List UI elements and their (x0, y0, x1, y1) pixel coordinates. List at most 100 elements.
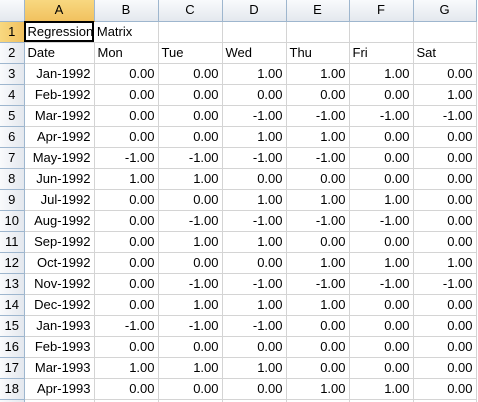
value-cell[interactable]: 1.00 (222, 294, 287, 316)
value-cell[interactable]: 1.00 (158, 168, 223, 190)
value-cell[interactable]: 0.00 (413, 210, 477, 232)
value-cell[interactable]: -1.00 (349, 105, 414, 127)
value-cell[interactable]: -1.00 (413, 105, 477, 127)
value-cell[interactable]: 0.00 (222, 336, 287, 358)
column-header-e[interactable]: E (286, 0, 350, 22)
value-cell[interactable]: 0.00 (349, 126, 414, 148)
row-header[interactable]: 13 (0, 273, 25, 295)
row-header[interactable]: 11 (0, 231, 25, 253)
value-cell[interactable]: 1.00 (349, 252, 414, 274)
value-cell[interactable]: 0.00 (94, 231, 159, 253)
cell-e1[interactable] (286, 21, 350, 43)
value-cell[interactable]: 0.00 (158, 189, 223, 211)
column-header-c[interactable]: C (158, 0, 223, 22)
row-header[interactable]: 3 (0, 63, 25, 85)
row-header[interactable]: 6 (0, 126, 25, 148)
date-cell[interactable]: Apr-1992 (24, 126, 95, 148)
value-cell[interactable]: 0.00 (158, 336, 223, 358)
value-cell[interactable]: -1.00 (158, 273, 223, 295)
row-header[interactable]: 10 (0, 210, 25, 232)
value-cell[interactable]: -1.00 (222, 273, 287, 295)
column-header-d[interactable]: D (222, 0, 287, 22)
value-cell[interactable]: 1.00 (286, 63, 350, 85)
value-cell[interactable]: -1.00 (349, 273, 414, 295)
value-cell[interactable]: 0.00 (349, 315, 414, 337)
date-cell[interactable]: Mar-1992 (24, 105, 95, 127)
value-cell[interactable]: 1.00 (349, 378, 414, 400)
date-cell[interactable]: Oct-1992 (24, 252, 95, 274)
value-cell[interactable]: 0.00 (158, 84, 223, 106)
value-cell[interactable]: 0.00 (94, 336, 159, 358)
value-cell[interactable]: 0.00 (349, 294, 414, 316)
value-cell[interactable]: 0.00 (413, 189, 477, 211)
value-cell[interactable]: 1.00 (413, 84, 477, 106)
select-all-corner[interactable] (0, 0, 25, 22)
value-cell[interactable]: 0.00 (94, 378, 159, 400)
cell-a1-title[interactable]: Regression Matrix (24, 21, 132, 43)
value-cell[interactable]: 0.00 (286, 357, 350, 379)
date-cell[interactable]: Jan-1992 (24, 63, 95, 85)
value-cell[interactable]: 0.00 (413, 231, 477, 253)
value-cell[interactable]: 0.00 (94, 273, 159, 295)
value-cell[interactable]: -1.00 (94, 147, 159, 169)
value-cell[interactable]: 0.00 (222, 252, 287, 274)
date-cell[interactable]: Nov-1992 (24, 273, 95, 295)
cell-c1[interactable] (158, 21, 223, 43)
row-header[interactable]: 5 (0, 105, 25, 127)
value-cell[interactable]: 0.00 (349, 336, 414, 358)
value-cell[interactable]: -1.00 (94, 315, 159, 337)
value-cell[interactable]: -1.00 (222, 210, 287, 232)
column-header-b[interactable]: B (94, 0, 159, 22)
date-cell[interactable]: Dec-1992 (24, 294, 95, 316)
header-cell-sat[interactable]: Sat (413, 42, 477, 64)
value-cell[interactable]: 0.00 (158, 252, 223, 274)
value-cell[interactable]: 0.00 (158, 126, 223, 148)
value-cell[interactable]: -1.00 (286, 210, 350, 232)
row-header[interactable]: 4 (0, 84, 25, 106)
value-cell[interactable]: 0.00 (286, 84, 350, 106)
value-cell[interactable]: 0.00 (413, 63, 477, 85)
row-header[interactable]: 12 (0, 252, 25, 274)
row-header-2[interactable]: 2 (0, 42, 25, 64)
value-cell[interactable]: 1.00 (349, 189, 414, 211)
value-cell[interactable]: 0.00 (94, 210, 159, 232)
row-header[interactable]: 18 (0, 378, 25, 400)
value-cell[interactable]: 1.00 (222, 126, 287, 148)
row-header[interactable]: 8 (0, 168, 25, 190)
date-cell[interactable]: Feb-1993 (24, 336, 95, 358)
value-cell[interactable]: -1.00 (222, 147, 287, 169)
value-cell[interactable]: 1.00 (286, 189, 350, 211)
date-cell[interactable]: May-1992 (24, 147, 95, 169)
header-cell-thu[interactable]: Thu (286, 42, 350, 64)
row-header[interactable]: 9 (0, 189, 25, 211)
value-cell[interactable]: 0.00 (413, 294, 477, 316)
value-cell[interactable]: 1.00 (286, 126, 350, 148)
value-cell[interactable]: -1.00 (158, 315, 223, 337)
cell-f1[interactable] (349, 21, 414, 43)
value-cell[interactable]: 0.00 (413, 147, 477, 169)
row-header[interactable]: 7 (0, 147, 25, 169)
value-cell[interactable]: -1.00 (286, 147, 350, 169)
cell-b1[interactable] (94, 21, 159, 43)
value-cell[interactable]: -1.00 (286, 273, 350, 295)
value-cell[interactable]: 1.00 (94, 168, 159, 190)
value-cell[interactable]: 0.00 (413, 168, 477, 190)
value-cell[interactable]: 0.00 (413, 336, 477, 358)
row-header[interactable]: 14 (0, 294, 25, 316)
date-cell[interactable]: Jan-1993 (24, 315, 95, 337)
value-cell[interactable]: -1.00 (158, 147, 223, 169)
value-cell[interactable]: 0.00 (94, 294, 159, 316)
value-cell[interactable]: 0.00 (94, 105, 159, 127)
value-cell[interactable]: 0.00 (349, 147, 414, 169)
value-cell[interactable]: 0.00 (286, 336, 350, 358)
value-cell[interactable]: 0.00 (286, 231, 350, 253)
value-cell[interactable]: 0.00 (349, 84, 414, 106)
value-cell[interactable]: 1.00 (222, 189, 287, 211)
value-cell[interactable]: 0.00 (94, 126, 159, 148)
value-cell[interactable]: 0.00 (349, 357, 414, 379)
value-cell[interactable]: 0.00 (349, 231, 414, 253)
value-cell[interactable]: -1.00 (286, 105, 350, 127)
value-cell[interactable]: 0.00 (158, 105, 223, 127)
value-cell[interactable]: 0.00 (349, 168, 414, 190)
